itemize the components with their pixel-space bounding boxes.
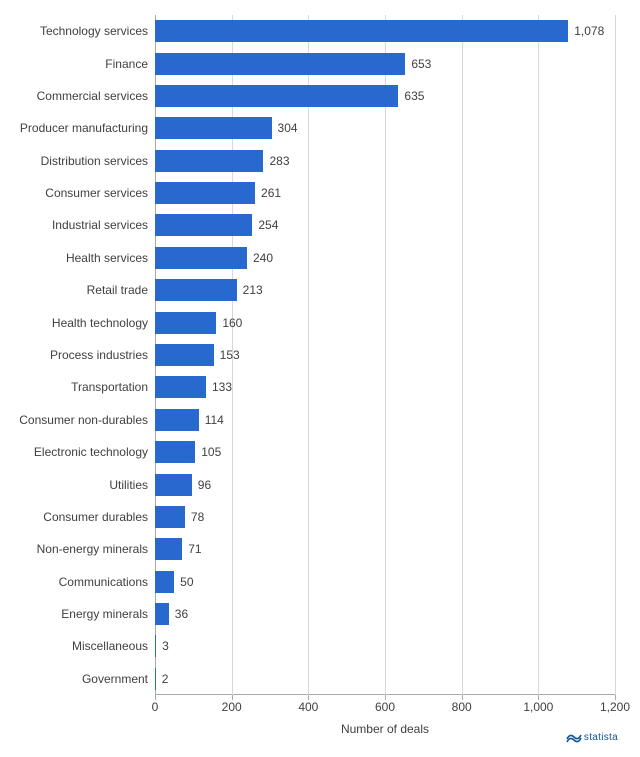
bar[interactable] [155, 668, 156, 690]
bar-value-label: 71 [188, 542, 201, 556]
category-label: Industrial services [52, 218, 148, 232]
bar[interactable] [155, 53, 405, 75]
bar-value-label: 261 [261, 186, 281, 200]
bar[interactable] [155, 441, 195, 463]
category-label: Health services [66, 251, 148, 265]
x-tick-label: 200 [222, 700, 242, 714]
bar-value-label: 3 [162, 639, 169, 653]
gridline [308, 15, 309, 695]
bar[interactable] [155, 538, 182, 560]
bar-value-label: 304 [278, 121, 298, 135]
bar-value-label: 78 [191, 510, 204, 524]
category-label: Government [82, 672, 148, 686]
category-label: Health technology [52, 316, 148, 330]
category-label: Technology services [40, 24, 148, 38]
category-label: Electronic technology [34, 445, 148, 459]
bar[interactable] [155, 279, 237, 301]
category-label: Non-energy minerals [37, 542, 148, 556]
bar-value-label: 254 [258, 218, 278, 232]
category-label: Miscellaneous [72, 639, 148, 653]
bar[interactable] [155, 182, 255, 204]
category-label: Finance [105, 57, 148, 71]
bar[interactable] [155, 571, 174, 593]
x-tick-label: 0 [152, 700, 159, 714]
category-label: Utilities [109, 478, 148, 492]
category-label: Transportation [71, 380, 148, 394]
bar-value-label: 240 [253, 251, 273, 265]
bar-value-label: 36 [175, 607, 188, 621]
category-label: Energy minerals [61, 607, 148, 621]
bar-value-label: 50 [180, 575, 193, 589]
bar[interactable] [155, 474, 192, 496]
bar[interactable] [155, 20, 568, 42]
bar[interactable] [155, 85, 398, 107]
bar[interactable] [155, 344, 214, 366]
bar-value-label: 96 [198, 478, 211, 492]
category-label: Process industries [50, 348, 148, 362]
category-label: Commercial services [37, 89, 148, 103]
statista-wave-icon [566, 729, 582, 745]
bar[interactable] [155, 150, 263, 172]
bar-value-label: 213 [243, 283, 263, 297]
bar-value-label: 1,078 [574, 24, 604, 38]
statista-logo-text: statista [584, 732, 618, 743]
x-tick-label: 400 [298, 700, 318, 714]
x-tick-label: 1,000 [523, 700, 553, 714]
gridline [538, 15, 539, 695]
bar[interactable] [155, 376, 206, 398]
bar[interactable] [155, 247, 247, 269]
bar[interactable] [155, 312, 216, 334]
bar-value-label: 153 [220, 348, 240, 362]
category-label: Producer manufacturing [20, 121, 148, 135]
bar-value-label: 114 [205, 413, 224, 427]
gridline [385, 15, 386, 695]
chart-container: 1,078 653 635 304 283 261 254 240 213 160 153 133 11… [0, 0, 640, 757]
gridline [462, 15, 463, 695]
bar-value-label: 635 [404, 89, 424, 103]
bar-value-label: 653 [411, 57, 431, 71]
x-tick-label: 1,200 [600, 700, 630, 714]
bar[interactable] [155, 506, 185, 528]
category-label: Communications [59, 575, 148, 589]
bar[interactable] [155, 603, 169, 625]
category-label: Retail trade [87, 283, 148, 297]
x-tick-label: 800 [452, 700, 472, 714]
bar-value-label: 105 [201, 445, 221, 459]
bar[interactable] [155, 409, 199, 431]
category-label: Consumer non-durables [19, 413, 148, 427]
category-label: Consumer durables [43, 510, 148, 524]
bar-value-label: 2 [162, 672, 169, 686]
bar-value-label: 283 [269, 154, 289, 168]
bar[interactable] [155, 117, 272, 139]
bar-value-label: 160 [222, 316, 242, 330]
category-label: Distribution services [41, 154, 148, 168]
statista-logo: statista [566, 729, 618, 745]
gridline [615, 15, 616, 695]
bar[interactable] [155, 635, 156, 657]
bar-value-label: 133 [212, 380, 232, 394]
x-tick-label: 600 [375, 700, 395, 714]
x-axis-title: Number of deals [155, 722, 615, 736]
bar[interactable] [155, 214, 252, 236]
category-label: Consumer services [45, 186, 148, 200]
